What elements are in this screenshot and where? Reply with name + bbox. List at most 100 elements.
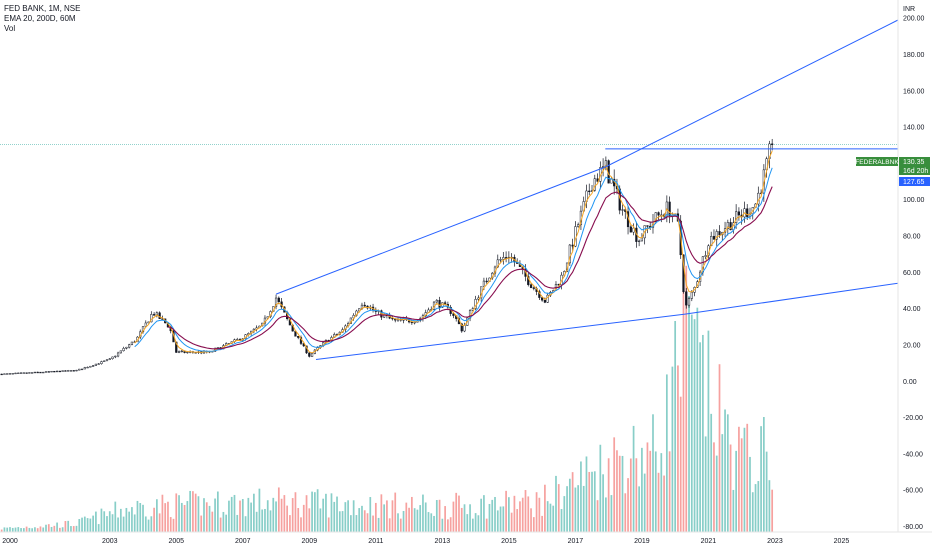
volume-bar <box>264 508 266 532</box>
candle-body <box>532 287 535 289</box>
volume-bar <box>491 499 494 532</box>
volume-bar <box>732 489 735 532</box>
volume-bar <box>308 508 311 532</box>
candle-body <box>130 341 134 345</box>
candle-body <box>25 372 28 374</box>
volume-bar <box>638 486 640 532</box>
volume-bar <box>422 494 424 532</box>
volume-bar <box>616 450 618 532</box>
volume-bar <box>480 498 483 532</box>
candle-body <box>308 352 311 357</box>
volume-bar <box>599 444 602 532</box>
volume-bar <box>89 518 92 532</box>
volume-bar <box>61 527 64 532</box>
volume-bar <box>253 493 255 532</box>
volume-bar <box>45 524 47 532</box>
volume-bar <box>521 497 524 532</box>
volume-bar <box>394 492 397 532</box>
price-tick-label: 80.00 <box>903 234 921 241</box>
volume-bar <box>336 496 338 532</box>
volume-bar <box>424 502 427 532</box>
volume-bar <box>724 409 726 532</box>
volume-bar <box>153 507 155 532</box>
time-tick-label: 2025 <box>834 538 850 545</box>
candle-body <box>310 353 314 357</box>
volume-bar <box>6 527 9 532</box>
volume-bar <box>433 515 435 532</box>
candle-body <box>78 368 81 371</box>
volume-bar <box>34 527 36 532</box>
volume-indicator-label[interactable]: Vol <box>4 24 16 33</box>
volume-bar <box>225 514 228 532</box>
volume-bar <box>205 502 208 532</box>
time-axis[interactable]: 2000 2003 2005 2007 2009 2011 2013 2015 2017 2019… <box>2 538 849 545</box>
volume-bar <box>0 529 3 532</box>
volume-bar <box>380 494 383 532</box>
volume-bar <box>499 506 502 532</box>
volume-bar <box>632 425 635 532</box>
volume-bar <box>485 518 488 532</box>
candle-body <box>114 355 117 358</box>
candle-body <box>499 259 502 261</box>
price-axis[interactable]: 200.00180.00160.00140.00120.00100.0080.0… <box>903 16 925 531</box>
volume-bar <box>350 515 352 532</box>
volume-bar <box>441 518 444 532</box>
volume-bar <box>47 524 50 532</box>
candle-body <box>86 366 89 369</box>
volume-bar <box>344 502 347 532</box>
candle-body <box>610 178 613 184</box>
volume-bar <box>369 497 372 532</box>
candle-body <box>274 297 278 307</box>
candle-body <box>122 348 125 352</box>
volume-bar <box>438 499 441 532</box>
volume-bar <box>75 525 78 532</box>
volume-bar <box>621 455 624 532</box>
time-tick-label: 2009 <box>302 538 318 545</box>
candle-body <box>529 284 533 288</box>
volume-bar <box>605 497 607 532</box>
volume-bar <box>519 501 521 532</box>
time-tick-label: 2013 <box>435 538 451 545</box>
volume-bar <box>70 526 72 532</box>
volume-bar <box>643 473 646 532</box>
volume-bar <box>372 515 374 532</box>
volume-bar <box>31 528 34 532</box>
symbol-title[interactable]: FED BANK, 1M, NSE <box>4 4 81 13</box>
candle-body <box>735 211 738 223</box>
ema-indicator-label[interactable]: EMA 20, 200D, 60M <box>4 14 76 23</box>
volume-bar <box>607 458 610 532</box>
volume-bar <box>574 487 577 532</box>
candle-body <box>50 370 53 373</box>
volume-bar <box>222 511 225 532</box>
candle-body <box>125 346 128 349</box>
volume-bar <box>50 526 53 532</box>
candle-body <box>690 292 693 299</box>
volume-bar <box>150 516 153 532</box>
volume-bar <box>233 494 236 532</box>
volume-bar <box>757 481 760 532</box>
candle-body <box>83 367 86 370</box>
volume-bar <box>679 396 682 532</box>
volume-bar <box>496 510 499 532</box>
candle-body <box>119 350 122 354</box>
volume-bar <box>125 507 128 532</box>
price-tick-label: 60.00 <box>903 270 921 277</box>
volume-bar <box>316 489 319 532</box>
ticker-badge-bg <box>856 157 898 166</box>
volume-bar <box>649 450 652 532</box>
volume-bar <box>164 503 167 532</box>
price-tick-label: 100.00 <box>903 197 925 204</box>
volume-bar <box>726 414 729 532</box>
candle-body <box>186 351 189 354</box>
volume-bar <box>261 509 264 532</box>
volume-bar <box>244 516 247 532</box>
volume-bar <box>690 314 693 532</box>
volume-bar <box>740 438 743 532</box>
time-tick-label: 2005 <box>168 538 184 545</box>
volume-bar <box>86 518 89 532</box>
candle-body <box>14 372 17 375</box>
volume-bar <box>566 486 568 532</box>
volume-bar <box>169 517 172 532</box>
candle-body <box>638 240 641 243</box>
